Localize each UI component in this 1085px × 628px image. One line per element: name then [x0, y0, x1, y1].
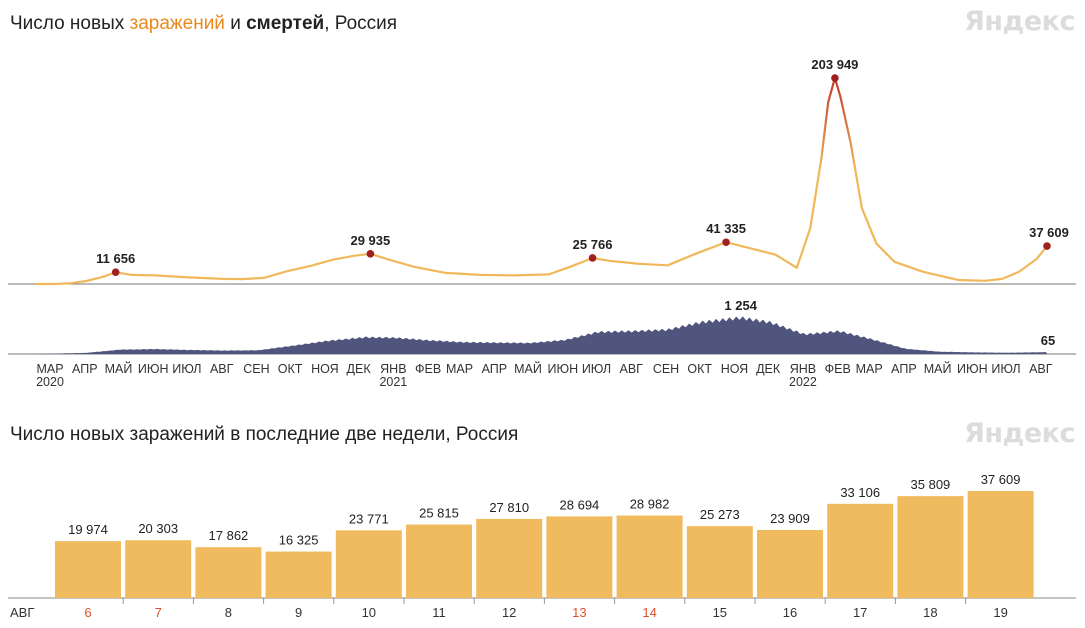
bar	[897, 496, 964, 598]
month-tick-label: МАЙ	[514, 361, 542, 376]
day-tick-label: 16	[783, 605, 797, 620]
month-tick-label: ДЕК	[347, 362, 372, 376]
month-tick-label: ОКТ	[278, 362, 303, 376]
bar-value-label: 37 609	[981, 472, 1021, 487]
day-tick-label: 6	[84, 605, 91, 620]
year-tick-label: 2020	[36, 375, 64, 389]
bar-value-label: 17 862	[209, 528, 249, 543]
month-tick-label: ИЮН	[138, 362, 169, 376]
bar-value-label: 28 982	[630, 497, 670, 512]
bar-value-label: 28 694	[560, 497, 600, 512]
bar-value-label: 23 771	[349, 511, 389, 526]
bar	[125, 540, 192, 598]
month-tick-label: ИЮН	[547, 362, 578, 376]
chart2-title: Число новых заражений в последние две не…	[10, 424, 519, 445]
infection-peak-marker	[831, 74, 839, 82]
month-tick-label: НОЯ	[721, 362, 749, 376]
month-tick-label: ИЮН	[957, 362, 988, 376]
bar-value-label: 20 303	[138, 521, 178, 536]
infection-peak-label: 203 949	[811, 57, 858, 72]
month-tick-label: СЕН	[653, 362, 679, 376]
death-peak-label: 65	[1041, 333, 1055, 348]
month-tick-label: ОКТ	[687, 362, 712, 376]
day-tick-label: 14	[642, 605, 656, 620]
day-tick-label: 10	[362, 605, 376, 620]
bar	[265, 551, 332, 598]
month-tick-label: ДЕК	[756, 362, 781, 376]
day-tick-label: 12	[502, 605, 516, 620]
month-tick-label: ИЮЛ	[582, 362, 611, 376]
deaths-area	[36, 316, 1047, 354]
month-tick-label: АВГ	[620, 362, 644, 376]
chart1-title: Число новых заражений и смертей, Россия	[10, 13, 398, 34]
day-tick-label: 19	[993, 605, 1007, 620]
month-label: АВГ	[10, 605, 34, 620]
month-tick-label: МАР	[856, 362, 883, 376]
month-tick-label: ИЮЛ	[172, 362, 201, 376]
month-tick-label: СЕН	[243, 362, 269, 376]
month-tick-label: АПР	[891, 362, 917, 376]
infection-peak-label: 11 656	[96, 251, 135, 266]
month-tick-label: ФЕВ	[825, 362, 851, 376]
year-tick-label: 2022	[789, 375, 817, 389]
infection-peak-label: 25 766	[573, 237, 613, 252]
bar	[967, 491, 1034, 598]
infection-peak-marker	[1043, 242, 1051, 250]
month-tick-label: АПР	[72, 362, 98, 376]
bar-value-label: 23 909	[770, 511, 810, 526]
bar	[686, 526, 753, 598]
day-tick-label: 8	[225, 605, 232, 620]
infection-peak-label: 29 935	[350, 233, 390, 248]
bar	[55, 541, 121, 598]
day-tick-label: 7	[155, 605, 162, 620]
bar	[406, 524, 472, 598]
bar-value-label: 25 815	[419, 506, 459, 521]
infection-peak-label: 41 335	[706, 221, 746, 236]
month-tick-label: АВГ	[1029, 362, 1053, 376]
bar	[335, 530, 402, 598]
bar-value-label: 35 809	[911, 477, 951, 492]
month-tick-label: ИЮЛ	[991, 362, 1020, 376]
month-tick-label: АПР	[482, 362, 508, 376]
infection-peak-marker	[588, 254, 597, 262]
infection-peak-marker	[366, 249, 375, 258]
day-tick-label: 9	[295, 605, 302, 620]
bar	[195, 547, 262, 598]
infection-peak-label: 37 609	[1029, 225, 1069, 240]
day-tick-label: 11	[432, 605, 446, 620]
month-tick-label: МАЙ	[105, 361, 133, 376]
month-tick-label: АВГ	[210, 362, 234, 376]
infection-peak-marker	[722, 238, 730, 247]
bar-value-label: 33 106	[840, 485, 880, 500]
month-tick-label: НОЯ	[311, 362, 339, 376]
yandex-logo-2: Яндекс	[964, 418, 1075, 449]
day-tick-label: 18	[923, 605, 937, 620]
day-tick-label: 17	[853, 605, 867, 620]
bar	[476, 518, 543, 598]
bar	[546, 516, 613, 598]
month-tick-label: МАЙ	[924, 361, 952, 376]
bar-value-label: 25 273	[700, 507, 740, 522]
bar	[757, 529, 823, 598]
year-tick-label: 2021	[379, 375, 407, 389]
title-deaths-word: смертей	[246, 13, 325, 34]
infection-peak-marker	[111, 268, 120, 277]
month-tick-label: ФЕВ	[415, 362, 441, 376]
month-tick-label: ЯНВ	[790, 362, 816, 376]
month-tick-label: МАР	[446, 362, 473, 376]
bar-value-label: 16 325	[279, 533, 319, 548]
bar	[616, 515, 683, 598]
bar-value-label: 19 974	[68, 522, 108, 537]
death-peak-label: 1 254	[724, 298, 757, 313]
day-tick-label: 13	[572, 605, 586, 620]
bar-value-label: 27 810	[489, 500, 529, 515]
month-tick-label: ЯНВ	[380, 362, 406, 376]
yandex-logo: Яндекс	[964, 6, 1075, 37]
bar	[827, 503, 894, 598]
infections-deaths-chart: 11 656 29 935 25 766 41 335 203 949 37 609 1 2…	[8, 57, 1076, 389]
day-tick-label: 15	[713, 605, 727, 620]
title-infections-word: заражений	[129, 13, 225, 34]
month-tick-label: МАР	[36, 362, 63, 376]
